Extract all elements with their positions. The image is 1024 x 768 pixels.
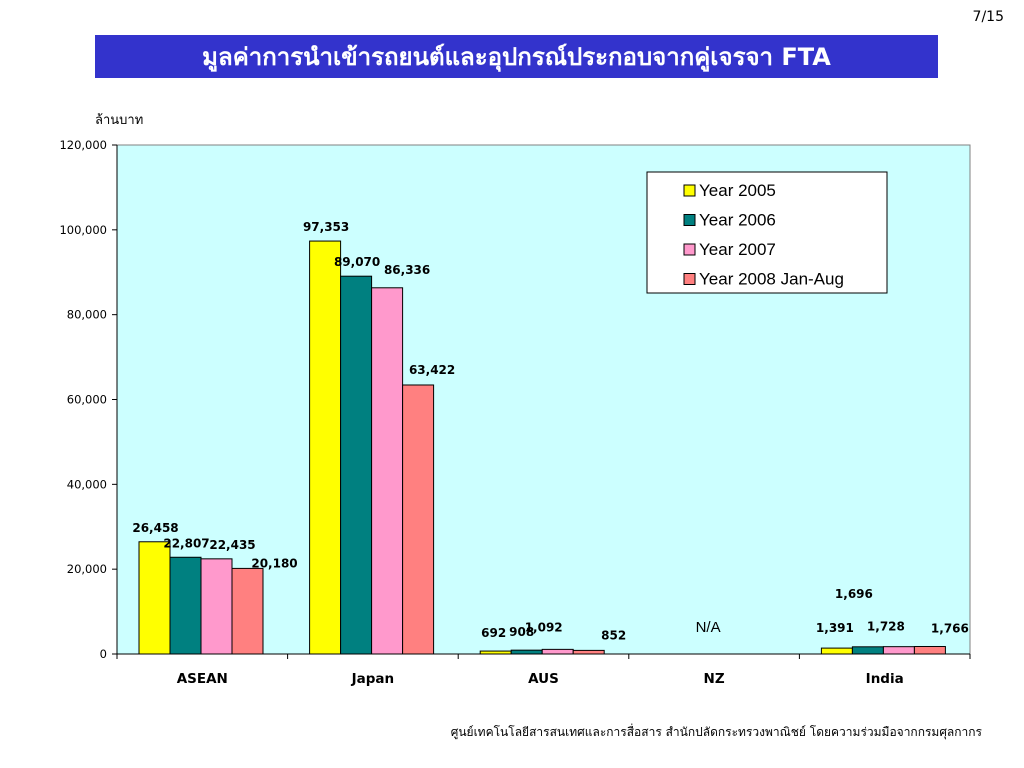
y-tick-label: 40,000	[67, 477, 107, 491]
bar	[479, 650, 512, 655]
data-label: 1,092	[525, 620, 563, 634]
bar	[541, 648, 574, 655]
x-tick-label: India	[866, 671, 904, 687]
bar	[510, 649, 543, 655]
title-bar: มูลค่าการนำเข้ารถยนต์และอุปกรณ์ประกอบจาก…	[95, 35, 938, 78]
bar	[402, 384, 435, 655]
legend-swatch	[683, 273, 696, 285]
bar	[231, 567, 264, 655]
slide-title: มูลค่าการนำเข้ารถยนต์และอุปกรณ์ประกอบจาก…	[202, 43, 831, 71]
bar	[309, 240, 342, 655]
data-label: 908	[509, 625, 534, 639]
legend-label: Year 2006	[699, 211, 776, 230]
bar	[371, 287, 404, 655]
bar	[169, 556, 202, 655]
y-tick-label: 20,000	[67, 562, 107, 576]
bar	[340, 275, 373, 655]
data-label: 22,435	[209, 538, 255, 552]
na-annotation: N/A	[696, 619, 721, 636]
bar	[572, 649, 605, 655]
bar	[882, 646, 915, 655]
bar	[913, 646, 946, 655]
data-label: 89,070	[334, 255, 380, 269]
data-label: 20,180	[251, 556, 297, 570]
data-label: 1,696	[835, 587, 873, 601]
x-tick-label: ASEAN	[177, 671, 228, 687]
legend-swatch	[683, 243, 696, 256]
data-label: 22,807	[163, 536, 209, 550]
page-number: 7/15	[972, 9, 1004, 25]
y-tick-label: 60,000	[67, 393, 107, 407]
y-tick-label: 100,000	[59, 223, 107, 237]
y-tick-label: 80,000	[67, 308, 107, 322]
legend-swatch	[683, 214, 696, 226]
data-label: 97,353	[303, 220, 349, 234]
data-label: 1,728	[867, 620, 905, 634]
x-tick-label: AUS	[528, 671, 559, 687]
data-label: 63,422	[409, 363, 455, 377]
y-tick-label: 120,000	[59, 138, 107, 152]
bar	[851, 646, 884, 655]
data-label: 86,336	[384, 263, 430, 277]
legend-label: Year 2005	[699, 181, 776, 200]
legend-label: Year 2007	[699, 240, 776, 259]
data-label: 26,458	[132, 521, 178, 535]
footer-credit: ศูนย์เทคโนโลยีสารสนเทศและการสื่อสาร สำนั…	[450, 725, 982, 739]
legend-swatch	[683, 184, 696, 197]
x-tick-label: NZ	[704, 671, 725, 687]
bar	[820, 647, 853, 655]
data-label: 1,766	[931, 622, 969, 636]
y-tick-label: 0	[100, 647, 107, 661]
data-label: 852	[601, 628, 626, 642]
bar	[200, 558, 233, 655]
data-label: 1,391	[816, 621, 854, 635]
legend-label: Year 2008 Jan-Aug	[699, 270, 844, 289]
data-label: 692	[481, 626, 506, 640]
bar	[138, 541, 171, 655]
x-tick-label: Japan	[351, 671, 395, 687]
y-axis-title: ล้านบาท	[95, 113, 143, 128]
